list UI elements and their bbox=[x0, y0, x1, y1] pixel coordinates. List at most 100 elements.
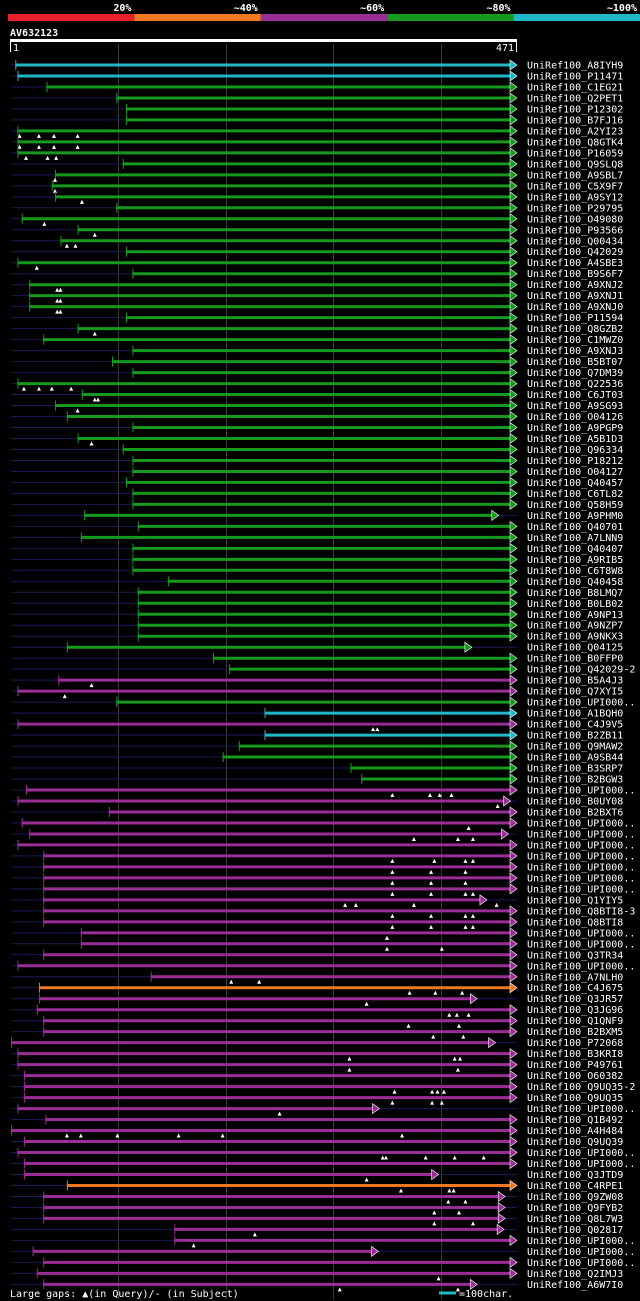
hit-end-arrow bbox=[509, 1135, 518, 1148]
hit-end-arrow bbox=[509, 443, 518, 456]
hit-label: UniRef100_UPI000.. bbox=[527, 884, 635, 895]
query-gap-marker bbox=[466, 825, 471, 830]
hit-row: UniRef100_Q96334 bbox=[11, 443, 623, 456]
hit-end-arrow bbox=[509, 872, 518, 884]
hit-row: UniRef100_C4RPE1 bbox=[11, 1179, 623, 1193]
hit-row: UniRef100_C6JT03 bbox=[11, 388, 623, 402]
hit-end-arrow bbox=[509, 410, 518, 423]
hit-label: UniRef100_Q22536 bbox=[527, 379, 623, 390]
hit-label: UniRef100_A9NZP7 bbox=[527, 621, 623, 632]
hit-end-arrow bbox=[509, 125, 518, 137]
hit-label: UniRef100_Q58H59 bbox=[527, 500, 623, 511]
hit-row: UniRef100_Q42029-2 bbox=[11, 663, 635, 676]
hit-end-arrow bbox=[469, 993, 478, 1005]
query-gap-marker bbox=[456, 1210, 461, 1215]
query-gap-marker bbox=[58, 298, 63, 303]
hit-end-arrow bbox=[509, 685, 518, 697]
query-gap-marker bbox=[390, 869, 395, 874]
hit-label: UniRef100_Q04125 bbox=[527, 643, 623, 654]
query-gap-marker bbox=[51, 144, 56, 149]
hit-row: UniRef100_Q8BTI8-3 bbox=[11, 905, 635, 918]
query-gap-marker bbox=[463, 913, 468, 918]
query-gap-marker bbox=[257, 979, 262, 984]
hit-row: UniRef100_Q8BTI8 bbox=[11, 916, 623, 929]
query-gap-marker bbox=[42, 221, 47, 226]
hit-row: UniRef100_B8LMQ7 bbox=[11, 586, 623, 599]
query-gap-marker bbox=[458, 1056, 463, 1061]
hit-row: UniRef100_B3SRP7 bbox=[11, 762, 623, 775]
hit-end-arrow bbox=[509, 59, 518, 71]
hit-row: UniRef100_C1EG21 bbox=[11, 81, 623, 93]
query-gap-marker bbox=[55, 287, 60, 292]
hit-label: UniRef100_P11471 bbox=[527, 71, 623, 82]
query-gap-marker bbox=[470, 836, 475, 841]
query-gap-marker bbox=[431, 1034, 436, 1039]
hit-label: UniRef100_P11594 bbox=[527, 313, 623, 324]
hit-label: UniRef100_O49080 bbox=[527, 214, 623, 225]
query-gap-marker bbox=[34, 265, 39, 270]
hit-row: UniRef100_Q02817 bbox=[11, 1223, 623, 1237]
hit-label: UniRef100_P18212 bbox=[527, 456, 623, 467]
hit-row: UniRef100_A9SY12 bbox=[11, 191, 623, 204]
hit-row: UniRef100_P49761 bbox=[11, 1059, 623, 1072]
hit-label: UniRef100_Q8BTI8-3 bbox=[527, 906, 635, 917]
hit-label: UniRef100_A9PHM0 bbox=[527, 511, 623, 522]
hit-label: UniRef100_C1EG21 bbox=[527, 82, 623, 93]
hit-label: UniRef100_C4J9V5 bbox=[527, 720, 623, 731]
query-gap-marker bbox=[337, 1287, 342, 1292]
hit-end-arrow bbox=[509, 751, 518, 763]
hit-row: UniRef100_P93566 bbox=[11, 224, 623, 237]
hit-end-arrow bbox=[509, 92, 518, 104]
hit-row: UniRef100_B0UY08 bbox=[11, 795, 623, 808]
query-gap-marker bbox=[447, 1188, 452, 1193]
query-gap-marker bbox=[437, 793, 442, 798]
hit-end-arrow bbox=[496, 1223, 505, 1235]
hit-label: UniRef100_UPI000.. bbox=[527, 698, 635, 709]
hit-row: UniRef100_C6TL82 bbox=[11, 487, 623, 500]
query-gap-marker bbox=[463, 891, 468, 896]
query-gap-marker bbox=[353, 902, 358, 907]
hit-row: UniRef100_Q40457 bbox=[11, 476, 623, 489]
hit-end-arrow bbox=[479, 894, 488, 906]
hit-row: UniRef100_A9XNJ0 bbox=[11, 301, 623, 314]
hit-row: UniRef100_Q9FYB2 bbox=[11, 1201, 623, 1215]
hit-row: UniRef100_A4H484 bbox=[11, 1124, 623, 1138]
hit-row: UniRef100_Q1YIY5 bbox=[11, 894, 623, 907]
query-gap-marker bbox=[432, 1221, 437, 1226]
hit-row: UniRef100_UPI000.. bbox=[11, 938, 635, 951]
hit-label: UniRef100_Q9ZW08 bbox=[527, 1192, 623, 1203]
hit-end-arrow bbox=[509, 1256, 518, 1268]
hit-label: UniRef100_O04126 bbox=[527, 412, 623, 423]
hit-row: UniRef100_O49080 bbox=[11, 213, 623, 226]
hit-label: UniRef100_Q9UQ35-2 bbox=[527, 1082, 635, 1093]
hit-row: UniRef100_A9XNJ3 bbox=[11, 345, 623, 357]
query-gap-marker bbox=[64, 243, 69, 248]
query-gap-marker bbox=[58, 309, 63, 314]
query-gap-marker bbox=[441, 1089, 446, 1094]
hit-row: UniRef100_A6W7I0 bbox=[11, 1278, 623, 1292]
hit-label: UniRef100_C6JT03 bbox=[527, 390, 623, 401]
legend-swatch bbox=[134, 14, 261, 21]
query-gap-marker bbox=[73, 243, 78, 248]
hit-end-arrow bbox=[509, 718, 518, 730]
hit-label: UniRef100_O04127 bbox=[527, 467, 623, 478]
hit-end-arrow bbox=[509, 366, 518, 379]
query-gap-marker bbox=[429, 924, 434, 929]
query-gap-marker bbox=[463, 858, 468, 863]
hit-end-arrow bbox=[371, 1245, 379, 1257]
hit-end-arrow bbox=[509, 850, 518, 862]
legend-label: 20% bbox=[113, 3, 131, 14]
query-gap-marker bbox=[456, 1023, 461, 1028]
hit-row: UniRef100_UPI000.. bbox=[11, 828, 635, 841]
hit-row: UniRef100_Q42029 bbox=[11, 246, 623, 258]
hit-label: UniRef100_A5B1D3 bbox=[527, 434, 623, 445]
hit-row: UniRef100_A9SB44 bbox=[11, 751, 623, 764]
query-gap-marker bbox=[36, 133, 41, 138]
hit-row: UniRef100_Q7XYI5 bbox=[11, 685, 623, 699]
query-gap-marker bbox=[429, 880, 434, 885]
hit-end-arrow bbox=[509, 388, 518, 401]
query-gap-marker bbox=[494, 902, 499, 907]
hit-end-arrow bbox=[509, 817, 518, 829]
hit-row: UniRef100_Q9UQ35-2 bbox=[11, 1081, 635, 1094]
